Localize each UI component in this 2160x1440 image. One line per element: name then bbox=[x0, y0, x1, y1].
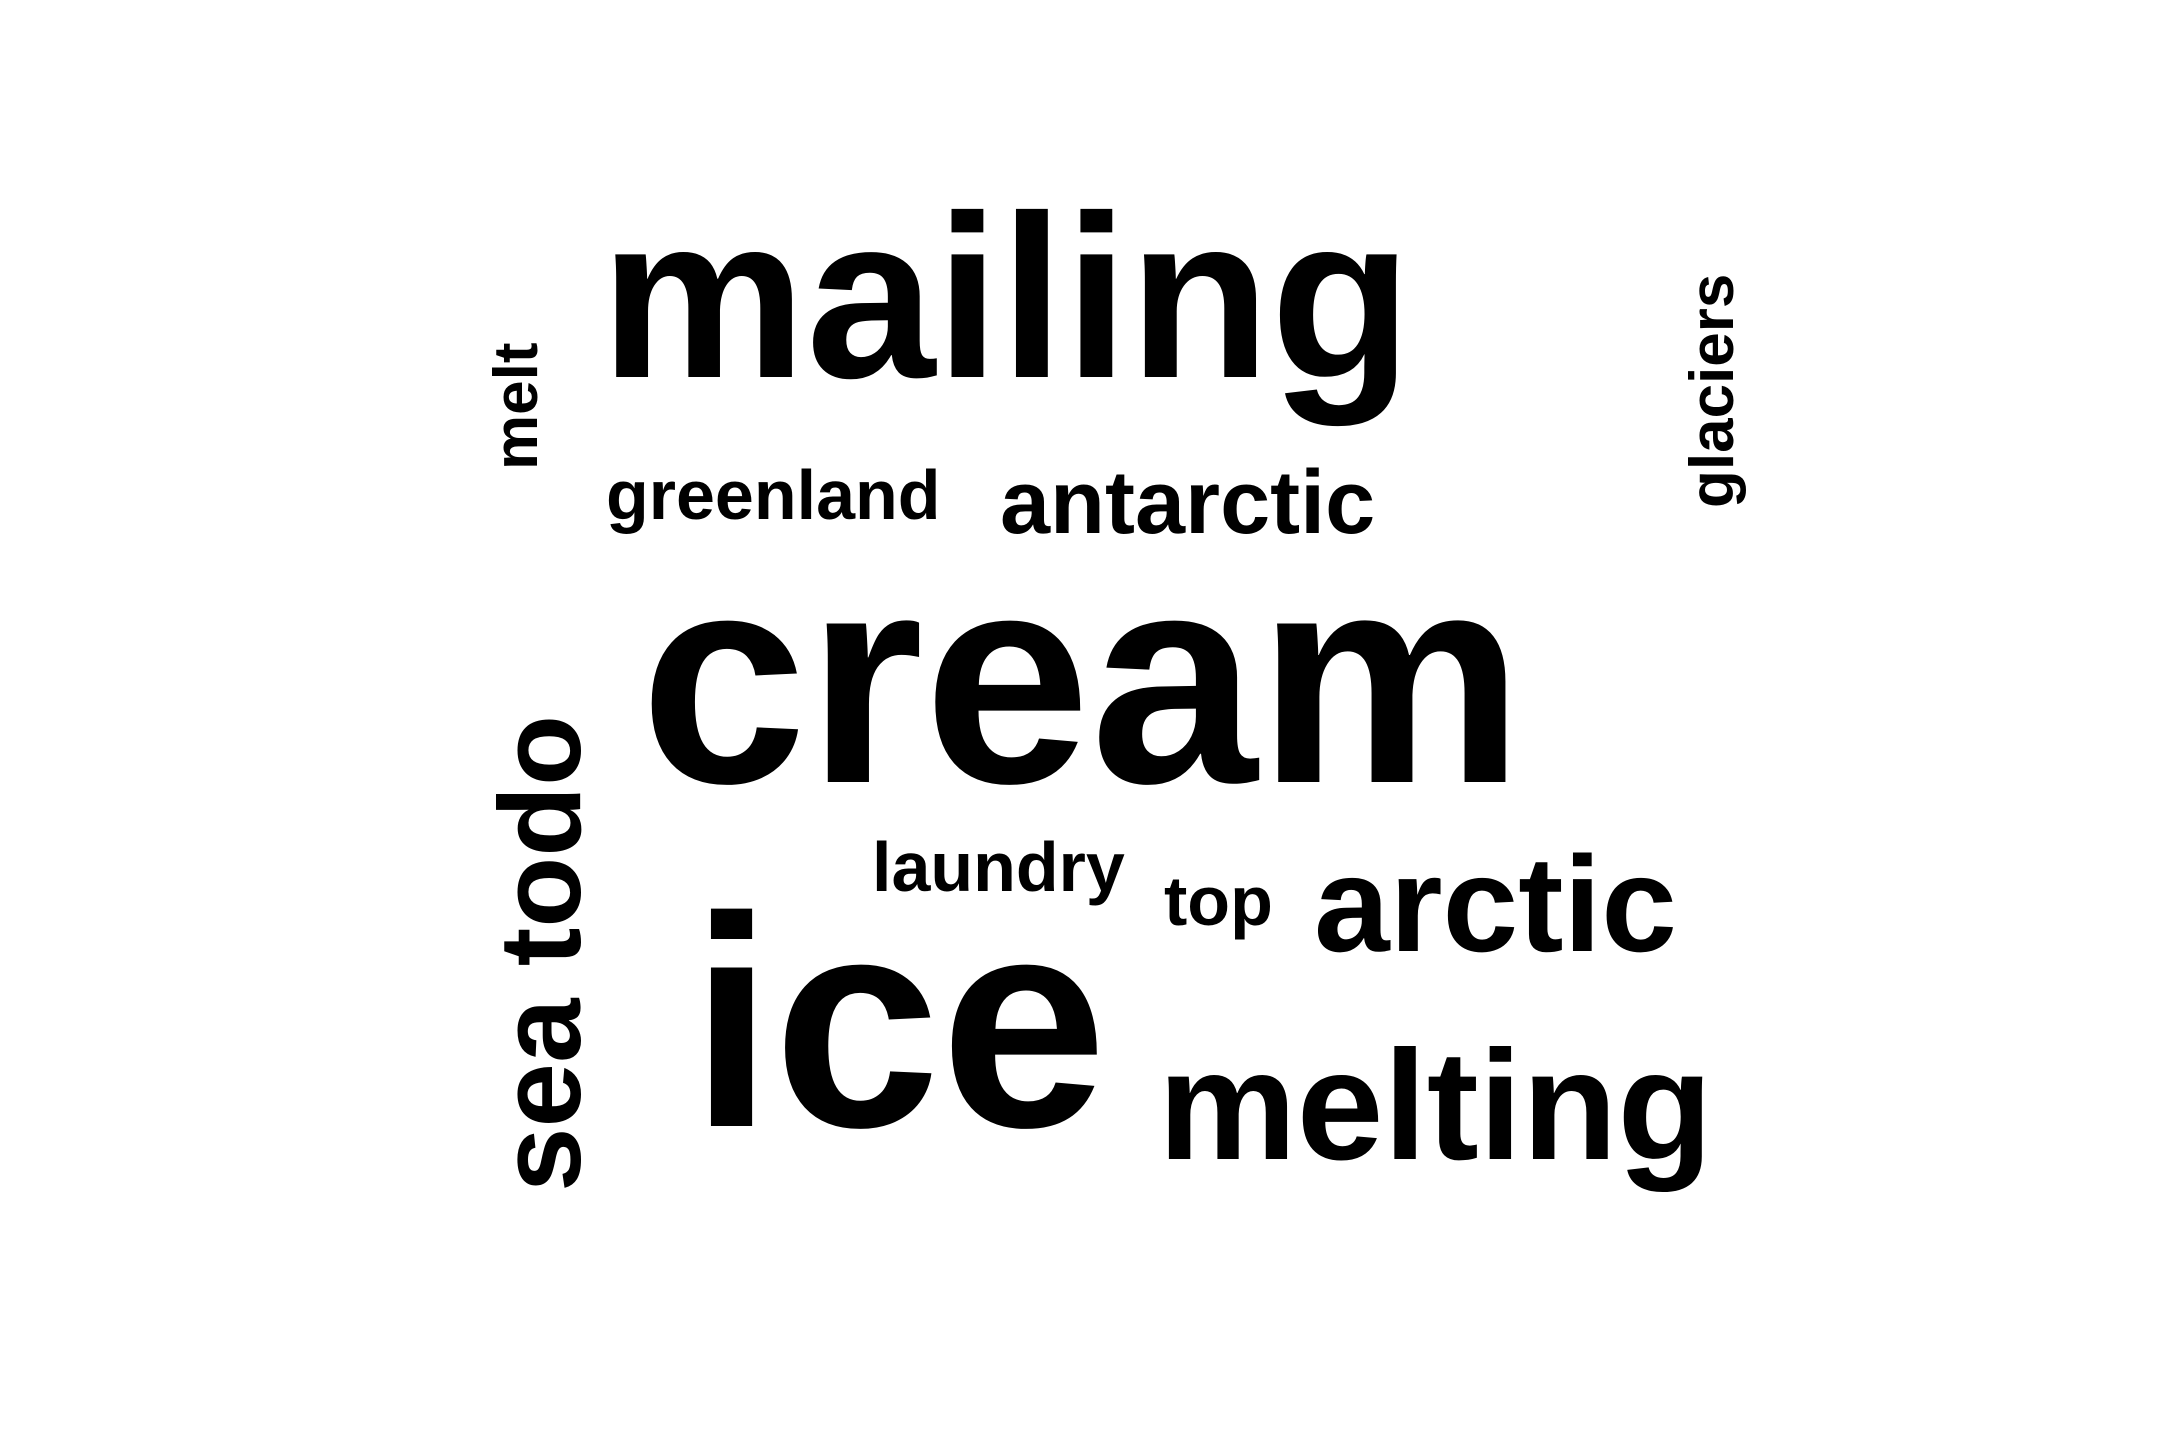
word-melt: melt bbox=[482, 342, 551, 470]
word-melting: melting bbox=[1158, 1019, 1713, 1193]
word-cream: cream bbox=[640, 510, 1525, 846]
word-mailing: mailing bbox=[600, 168, 1413, 427]
word-greenland: greenland bbox=[606, 456, 941, 534]
word-arctic: arctic bbox=[1314, 828, 1677, 980]
word-sea-todo: sea todo bbox=[475, 715, 605, 1192]
word-laundry: laundry bbox=[872, 828, 1125, 906]
word-antarctic: antarctic bbox=[1000, 453, 1376, 553]
word-ice: ice bbox=[690, 854, 1108, 1190]
word-glaciers: glaciers bbox=[1678, 273, 1747, 508]
word-top: top bbox=[1164, 862, 1273, 940]
